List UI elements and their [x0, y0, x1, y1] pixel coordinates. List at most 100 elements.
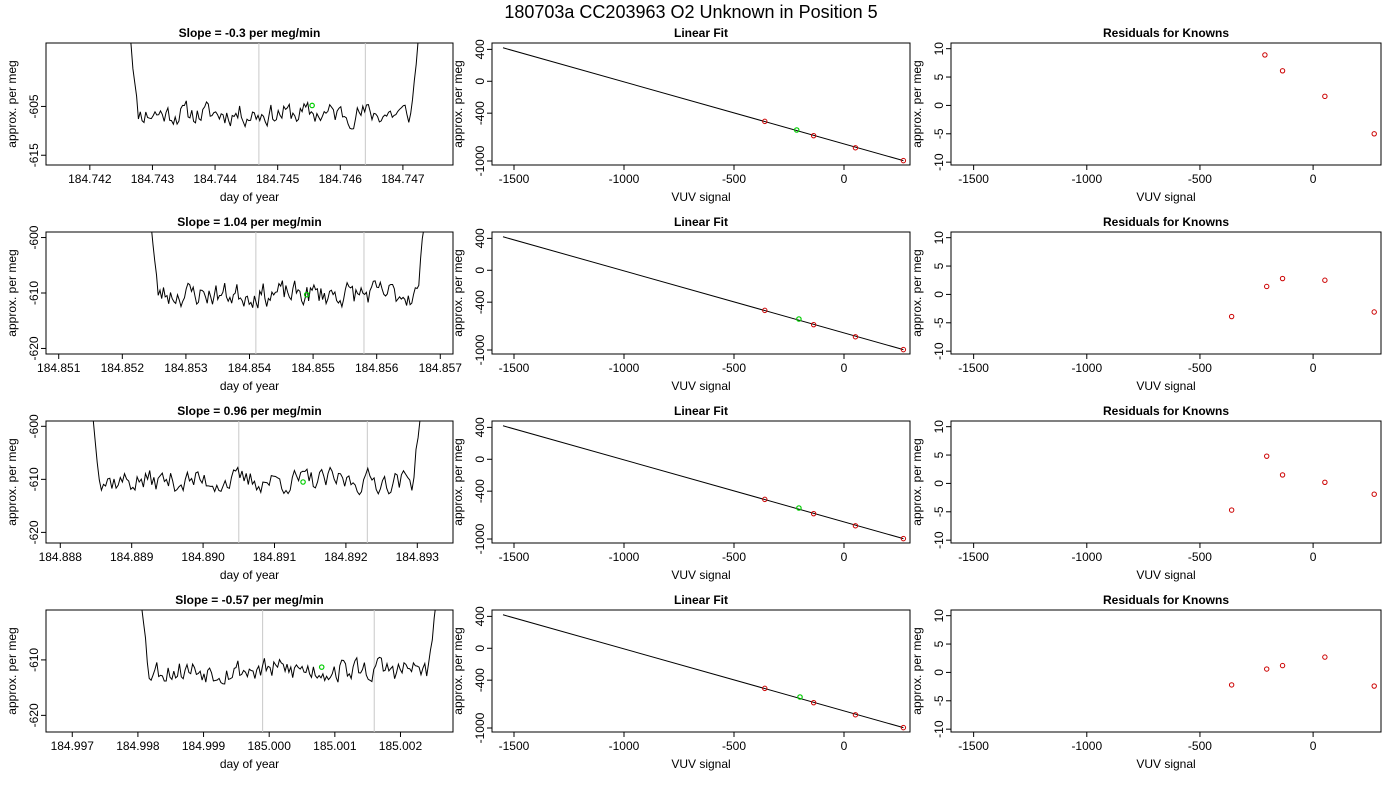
plot-frame	[491, 609, 911, 733]
y-tick-label: 10	[932, 609, 946, 623]
panel-title: Residuals for Knowns	[1103, 404, 1229, 418]
x-tick-label: -500	[722, 550, 746, 564]
y-tick-label: 10	[932, 231, 946, 245]
x-tick-label: -1000	[1071, 172, 1102, 186]
plot-area	[1228, 275, 1377, 320]
y-tick-label: 0	[932, 291, 946, 298]
plot-frame	[45, 231, 454, 355]
residual-point	[1228, 682, 1235, 688]
residual-point	[1322, 277, 1328, 283]
known-point	[762, 685, 768, 692]
x-tick-label: 184.998	[116, 739, 160, 753]
x-tick-label: 184.745	[256, 172, 300, 186]
y-axis-label: approx. per meg	[910, 60, 924, 147]
residual-point	[1279, 472, 1286, 478]
panel-r4c2: Linear Fit -1500 -1000 -500 0 400 0 -400 -1000 VU…	[451, 593, 911, 771]
y-axis-label: approx. per meg	[451, 249, 465, 336]
residual-point	[1322, 654, 1328, 660]
x-tick-label: -1000	[609, 361, 640, 375]
panel-r3c1: Slope = 0.96 per meg/min 184.888 184.889 18…	[5, 404, 454, 582]
x-tick-label: 184.889	[110, 550, 154, 564]
x-tick-label: -500	[722, 172, 746, 186]
fit-line	[502, 47, 904, 162]
y-tick-label: -5	[932, 695, 946, 706]
residual-point	[1264, 283, 1270, 290]
y-tick-label: -10	[932, 531, 946, 549]
signal-trace	[141, 610, 436, 685]
y-axis-label: approx. per meg	[910, 438, 924, 525]
x-tick-label: 184.854	[228, 361, 272, 375]
plot-frame	[45, 42, 454, 166]
x-tick-label: -1500	[958, 172, 989, 186]
x-tick-label: 0	[841, 361, 848, 375]
residual-point	[1371, 491, 1377, 497]
x-tick-label: 0	[1310, 739, 1317, 753]
x-axis-label: day of year	[220, 190, 279, 204]
y-tick-label: 0	[473, 645, 487, 652]
panel-grid: Slope = -0.3 per meg/min 184.742 184.743 18…	[5, 26, 1382, 771]
x-tick-label: -1000	[609, 172, 640, 186]
known-point	[852, 145, 859, 151]
plot-frame	[491, 231, 911, 355]
y-tick-label: 5	[932, 73, 946, 80]
y-tick-label: 5	[932, 640, 946, 647]
residual-point	[1322, 479, 1328, 485]
panel-title: Linear Fit	[674, 593, 728, 607]
plot-frame	[950, 609, 1382, 733]
known-point	[810, 132, 817, 139]
x-axis-label: VUV signal	[1136, 568, 1195, 582]
y-tick-label: -400	[473, 668, 487, 692]
y-tick-label: -610	[27, 648, 41, 672]
x-tick-label: 184.888	[39, 550, 83, 564]
y-tick-label: -5	[932, 506, 946, 517]
x-tick-label: -1500	[499, 550, 530, 564]
y-tick-label: -610	[27, 281, 41, 305]
y-tick-label: 0	[473, 267, 487, 274]
plot-area	[502, 47, 907, 164]
y-tick-label: 0	[932, 102, 946, 109]
panel-r2c2: Linear Fit -1500 -1000 -500 0 400 0 -400 -1000 VU…	[451, 215, 911, 393]
y-tick-label: -1000	[473, 334, 487, 365]
x-tick-label: -1000	[1071, 361, 1102, 375]
x-tick-label: 184.747	[381, 172, 425, 186]
x-tick-label: -1500	[958, 739, 989, 753]
y-tick-label: 10	[932, 420, 946, 434]
y-tick-label: -400	[473, 101, 487, 125]
y-tick-label: -615	[27, 143, 41, 167]
x-tick-label: 184.851	[37, 361, 81, 375]
y-tick-label: 0	[473, 456, 487, 463]
x-tick-label: 184.743	[131, 172, 175, 186]
panel-title: Slope = 1.04 per meg/min	[177, 215, 321, 229]
unknown-point	[309, 102, 315, 109]
y-tick-label: -620	[27, 703, 41, 727]
residual-point	[1279, 662, 1286, 669]
known-point	[852, 523, 859, 529]
x-tick-label: 184.853	[164, 361, 208, 375]
y-tick-label: -610	[27, 467, 41, 491]
y-tick-label: -400	[473, 290, 487, 314]
y-axis-label: approx. per meg	[910, 249, 924, 336]
x-tick-label: 0	[1310, 172, 1317, 186]
panel-title: Linear Fit	[674, 26, 728, 40]
plot-area	[92, 421, 421, 543]
y-axis-label: approx. per meg	[5, 60, 19, 147]
x-axis-label: day of year	[220, 568, 279, 582]
residual-point	[1279, 68, 1286, 74]
x-tick-label: 184.890	[181, 550, 225, 564]
panel-r2c1: Slope = 1.04 per meg/min 184.851 184.852 18…	[5, 215, 462, 393]
panel-r4c3: Residuals for Knowns -1500 -1000 -500 0 10 5 0 -…	[910, 593, 1382, 771]
panel-title: Slope = -0.3 per meg/min	[179, 26, 321, 40]
plot-frame	[950, 231, 1382, 355]
residual-point	[1228, 507, 1235, 513]
y-axis-label: approx. per meg	[451, 60, 465, 147]
x-tick-label: -1500	[499, 361, 530, 375]
y-tick-label: 400	[473, 39, 487, 59]
unknown-point	[796, 505, 802, 511]
plot-area	[151, 232, 424, 354]
x-tick-label: 184.856	[355, 361, 399, 375]
unknown-point	[793, 127, 800, 133]
residual-point	[1228, 313, 1235, 320]
x-tick-label: 184.855	[291, 361, 335, 375]
y-tick-label: 400	[473, 228, 487, 248]
panel-title: Residuals for Knowns	[1103, 26, 1229, 40]
